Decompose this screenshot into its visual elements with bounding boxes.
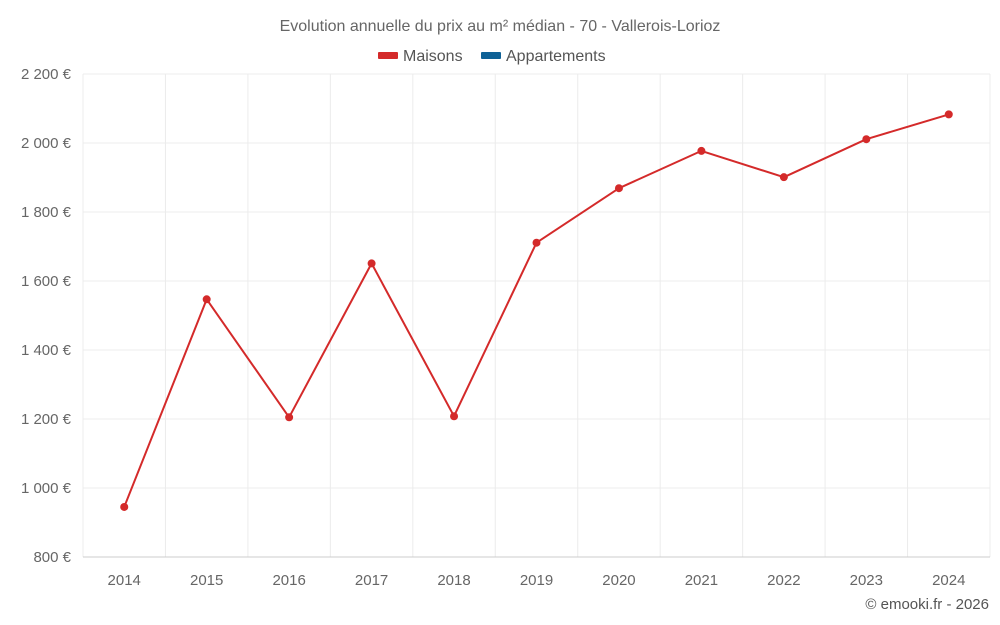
y-tick-label: 1 200 €	[21, 411, 72, 428]
x-tick-label: 2019	[520, 572, 553, 589]
data-point[interactable]	[532, 238, 541, 247]
y-tick-label: 2 200 €	[21, 66, 72, 83]
x-tick-label: 2018	[437, 572, 470, 589]
data-point[interactable]	[120, 502, 129, 511]
data-point[interactable]	[779, 173, 788, 182]
y-tick-label: 1 800 €	[21, 204, 72, 221]
x-tick-label: 2017	[355, 572, 388, 589]
legend-item-maisons[interactable]: Maisons	[378, 48, 463, 65]
y-tick-label: 1 400 €	[21, 342, 72, 359]
data-point[interactable]	[367, 259, 376, 268]
x-tick-label: 2022	[767, 572, 800, 589]
y-gridlines	[83, 73, 990, 489]
data-point[interactable]	[862, 135, 871, 144]
data-point[interactable]	[285, 413, 294, 422]
x-tick-label: 2023	[850, 572, 883, 589]
legend-item-appartements[interactable]: Appartements	[481, 48, 606, 65]
x-tick-label: 2024	[932, 572, 965, 589]
legend-label-appartements: Appartements	[506, 48, 606, 65]
y-tick-label: 1 600 €	[21, 273, 72, 290]
y-tick-label: 2 000 €	[21, 135, 72, 152]
series-maisons	[120, 110, 953, 511]
data-point[interactable]	[697, 146, 706, 155]
legend-label-maisons: Maisons	[403, 48, 463, 65]
credit-text: © emooki.fr - 2026	[865, 596, 989, 613]
y-axis-labels: 800 € 1 000 € 1 200 € 1 400 € 1 600 € 1 800 €…	[21, 66, 72, 566]
legend: Maisons Appartements	[378, 48, 606, 65]
y-tick-label: 1 000 €	[21, 480, 72, 497]
data-point[interactable]	[614, 184, 623, 193]
data-point[interactable]	[450, 412, 459, 421]
legend-swatch-appartements	[481, 52, 501, 59]
x-gridlines	[82, 74, 991, 557]
legend-swatch-maisons	[378, 52, 398, 59]
x-axis-labels: 2014 2015 2016 2017 2018 2019 2020 2021 2022 2023…	[108, 572, 966, 589]
x-tick-label: 2014	[108, 572, 141, 589]
chart-title: Evolution annuelle du prix au m² médian …	[280, 18, 721, 35]
x-tick-label: 2021	[685, 572, 718, 589]
x-tick-label: 2016	[272, 572, 305, 589]
y-tick-label: 800 €	[33, 549, 71, 566]
data-point[interactable]	[202, 295, 211, 304]
x-tick-label: 2020	[602, 572, 635, 589]
data-point[interactable]	[944, 110, 953, 119]
x-tick-label: 2015	[190, 572, 223, 589]
